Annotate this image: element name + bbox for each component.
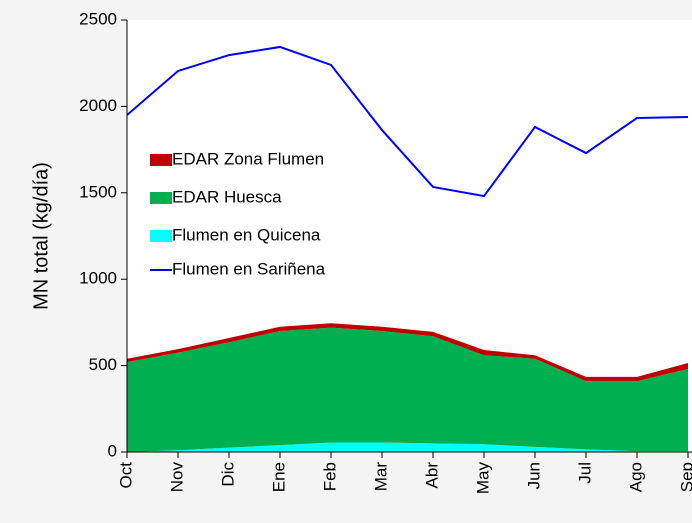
y-axis-label: MN total (kg/día) <box>30 162 52 310</box>
legend-swatch <box>150 154 172 166</box>
x-tick-label: Nov <box>167 462 186 493</box>
x-tick-label: Jul <box>575 462 594 484</box>
legend-swatch <box>150 192 172 204</box>
x-tick-label: Feb <box>320 462 339 491</box>
x-tick-label: Sep <box>677 462 692 492</box>
y-tick-label: 500 <box>89 355 117 374</box>
y-tick-label: 0 <box>108 441 117 460</box>
x-tick-label: Ago <box>626 462 645 492</box>
y-tick-label: 2000 <box>79 96 117 115</box>
x-tick-label: Ene <box>269 462 288 492</box>
legend-swatch <box>150 230 172 242</box>
legend-label: EDAR Huesca <box>172 187 282 206</box>
legend-label: Flumen en Sariñena <box>172 259 326 278</box>
y-tick-label: 1000 <box>79 269 117 288</box>
x-tick-label: May <box>473 462 492 495</box>
legend-label: Flumen en Quicena <box>172 225 321 244</box>
x-tick-label: Jun <box>524 462 543 489</box>
x-tick-label: Dic <box>218 462 237 487</box>
y-tick-label: 2500 <box>79 9 117 28</box>
legend-label: EDAR Zona Flumen <box>172 149 324 168</box>
x-tick-label: Abr <box>422 462 441 489</box>
area <box>127 327 688 452</box>
x-tick-label: Mar <box>371 462 390 492</box>
y-tick-label: 1500 <box>79 182 117 201</box>
line <box>126 45 689 198</box>
area <box>127 442 688 452</box>
x-tick-label: Oct <box>116 462 135 489</box>
